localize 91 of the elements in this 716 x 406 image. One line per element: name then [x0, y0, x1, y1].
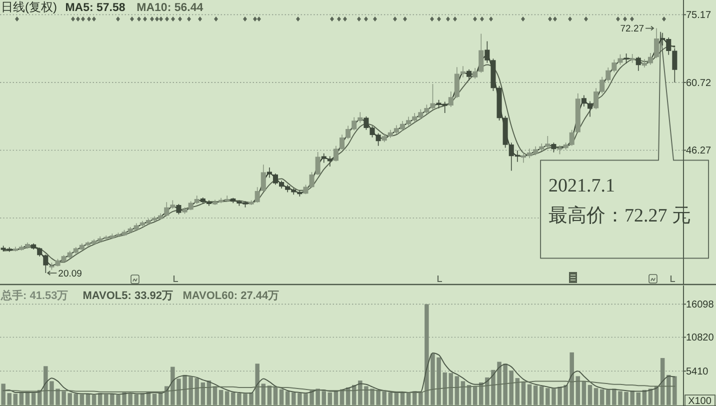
candlestick — [248, 200, 254, 206]
bar — [466, 384, 472, 405]
candlestick — [466, 69, 472, 81]
bar — [194, 378, 199, 405]
candlestick — [587, 100, 593, 118]
candlestick — [212, 199, 218, 206]
bar — [322, 391, 326, 405]
bar — [86, 394, 90, 405]
bar — [454, 376, 460, 405]
bar — [509, 370, 514, 405]
bar — [92, 394, 96, 405]
candlestick — [176, 204, 182, 215]
candlestick — [545, 136, 550, 149]
bar — [80, 394, 84, 405]
candlestick — [297, 190, 302, 197]
candlestick — [254, 186, 260, 204]
bar — [328, 392, 332, 405]
bar — [533, 386, 538, 405]
bar — [31, 393, 36, 405]
bar — [224, 391, 230, 405]
bar — [212, 386, 218, 405]
bar — [582, 381, 586, 405]
candlestick — [182, 206, 188, 214]
text: MA5: 57.58 — [65, 2, 126, 14]
bar — [660, 358, 665, 405]
bar — [7, 393, 12, 405]
candlestick — [43, 254, 48, 274]
bar — [152, 394, 157, 405]
bar — [200, 382, 206, 405]
bar — [648, 388, 653, 405]
candlestick — [551, 142, 556, 153]
bar — [527, 384, 532, 405]
bar — [388, 392, 393, 405]
bar — [600, 389, 604, 405]
bar — [594, 388, 598, 405]
candlestick — [260, 164, 266, 192]
bar — [539, 386, 544, 405]
bar — [515, 378, 520, 405]
bar — [1, 384, 6, 405]
candlestick — [472, 68, 478, 80]
annotation: 20.09 — [58, 268, 82, 280]
text: 总手: 41.53万 — [0, 289, 68, 302]
bar — [472, 386, 478, 405]
bar — [218, 390, 224, 405]
y-tick-label: 5410 — [686, 366, 709, 378]
candlestick — [520, 152, 526, 164]
candlestick — [630, 54, 635, 64]
bar — [74, 394, 78, 405]
bar — [521, 382, 526, 405]
bar — [672, 376, 677, 405]
candlestick — [170, 200, 176, 210]
legend-label: MAVOL5: 33.92万 — [82, 290, 174, 302]
candlestick — [266, 167, 272, 178]
bar — [13, 394, 18, 405]
y-tick-label: 60.72 — [686, 78, 712, 89]
bar — [588, 384, 592, 405]
annotation: 72.27 — [620, 24, 644, 35]
candlestick — [581, 94, 586, 107]
candlestick — [448, 91, 454, 108]
chart-title: 日线(复权) — [1, 0, 57, 14]
bar — [406, 392, 411, 405]
candlestick — [496, 85, 502, 121]
bar — [279, 389, 284, 405]
bar — [261, 384, 266, 405]
bar — [448, 373, 454, 405]
legend-label: MAVOL60: 27.44万 — [182, 290, 280, 302]
bar — [19, 392, 24, 405]
bar — [636, 392, 640, 405]
candlestick — [624, 53, 629, 64]
bar — [273, 386, 278, 405]
candlestick — [478, 33, 484, 74]
line-series — [2, 352, 676, 395]
y-tick-label: 75.17 — [686, 10, 712, 22]
line-series — [2, 380, 676, 393]
y-tick-label: 46.27 — [686, 146, 712, 157]
candlestick — [654, 28, 660, 59]
bar — [285, 391, 290, 405]
y-axis-title: X100 — [688, 396, 712, 406]
candlestick — [200, 197, 206, 204]
y-tick-label: 16098 — [686, 300, 714, 311]
candlestick — [636, 56, 641, 72]
bar — [460, 381, 466, 405]
candlestick — [575, 92, 580, 134]
candlestick — [206, 200, 212, 206]
bar — [394, 393, 399, 405]
candlestick — [230, 198, 236, 204]
text: MA10: 56.44 — [136, 2, 204, 14]
y-tick-label: 10820 — [686, 332, 714, 344]
bar — [267, 386, 272, 405]
bar — [134, 394, 139, 405]
bar — [576, 376, 580, 405]
